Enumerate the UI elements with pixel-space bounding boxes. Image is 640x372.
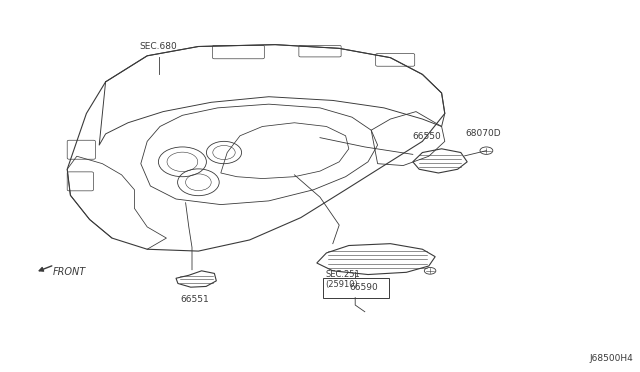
Text: SEC.251
(25910): SEC.251 (25910) [325,270,360,289]
Text: 66550: 66550 [413,132,442,141]
Text: 66590: 66590 [349,283,378,292]
Text: 68070D: 68070D [465,129,501,138]
Text: J68500H4: J68500H4 [590,354,634,363]
Text: SEC.680: SEC.680 [140,42,177,51]
Text: FRONT: FRONT [53,267,86,277]
Text: 66551: 66551 [181,295,209,304]
